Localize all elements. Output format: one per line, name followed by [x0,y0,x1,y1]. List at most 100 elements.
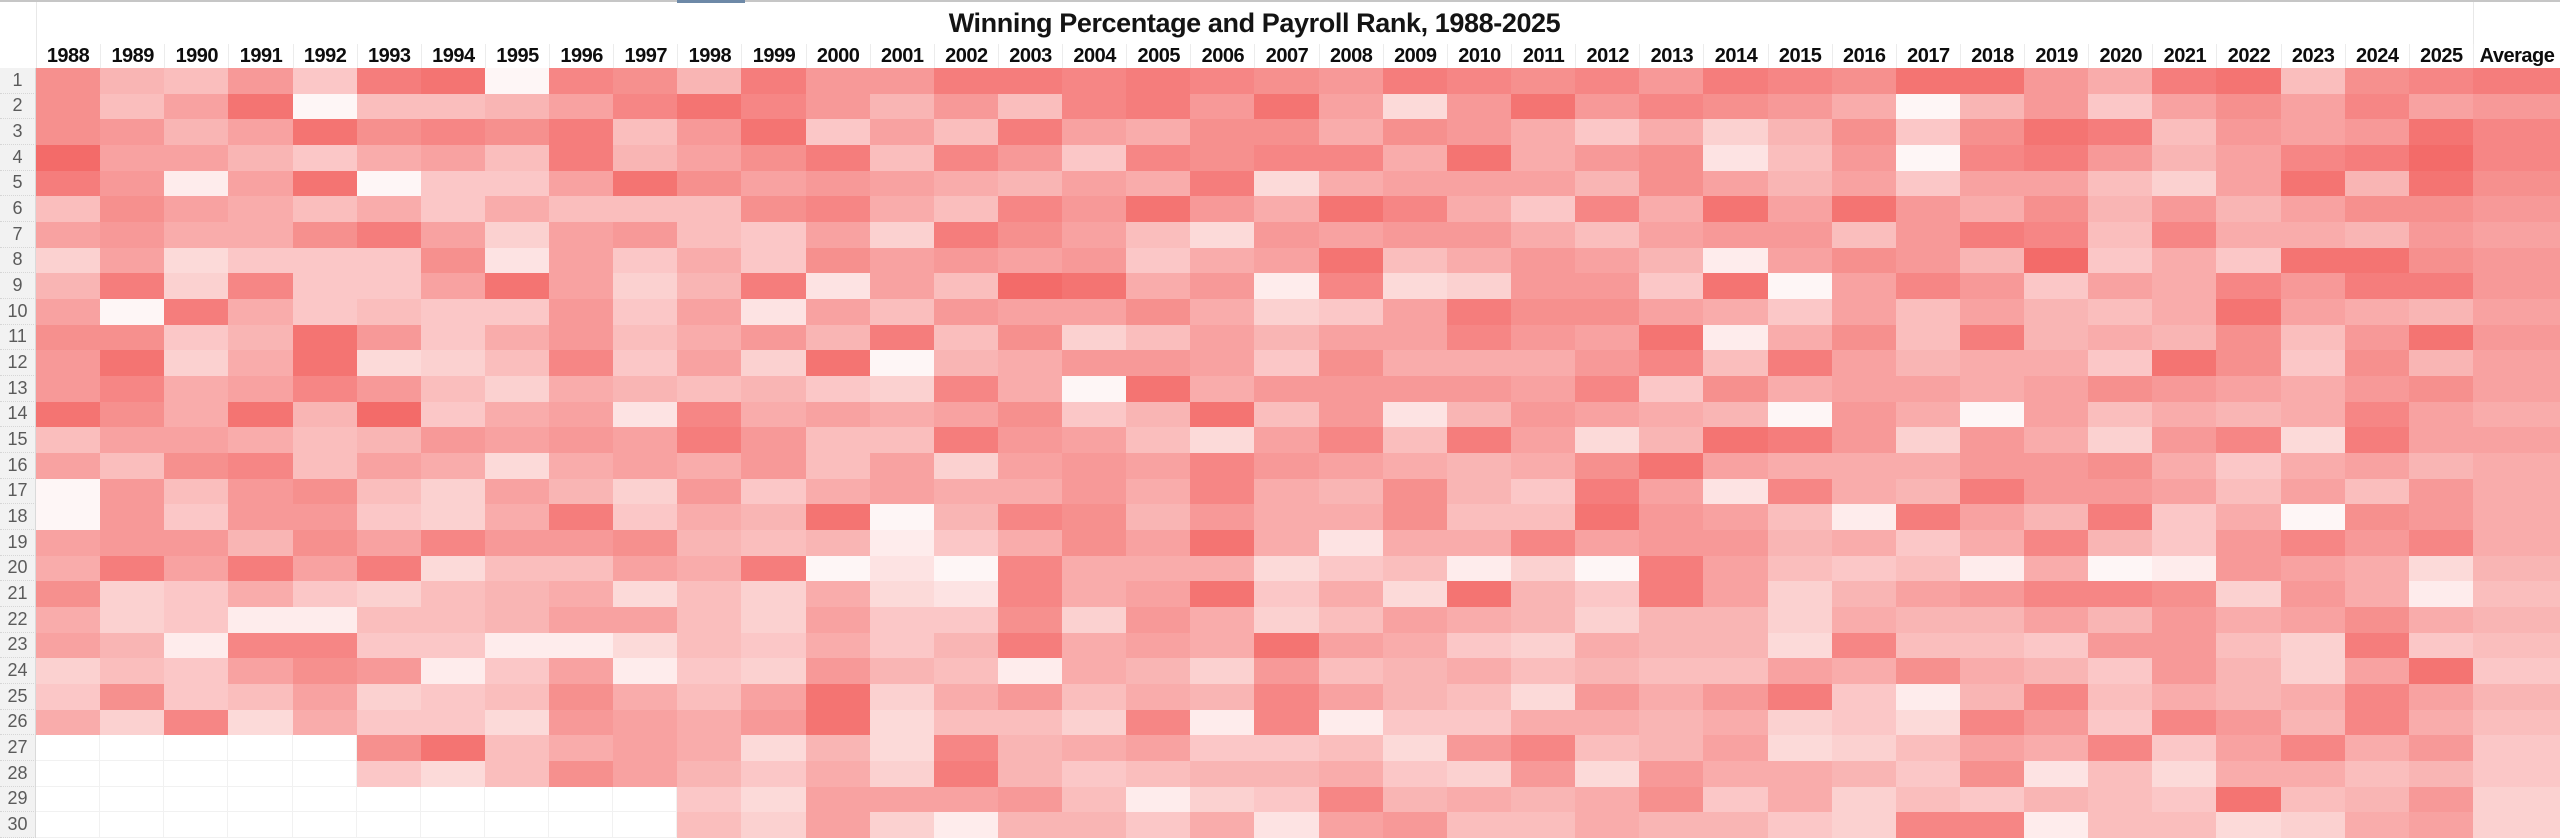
heatmap-cell-1989-rank17[interactable] [100,478,165,505]
heatmap-cell-1988-rank10[interactable] [36,298,101,325]
heatmap-cell-2025-rank14[interactable] [2408,401,2473,428]
heatmap-cell-2012-rank24[interactable] [1575,658,1640,684]
heatmap-cell-1995-rank10[interactable] [484,298,550,325]
heatmap-cell-2008-rank30[interactable] [1318,812,1383,838]
heatmap-cell-2025-rank8[interactable] [2408,247,2473,274]
heatmap-cell-1990-rank24[interactable] [164,658,229,684]
col-header-2005[interactable]: 2005 [1126,44,1190,68]
heatmap-cell-2011-rank20[interactable] [1511,555,1576,582]
heatmap-cell-2015-rank2[interactable] [1767,93,1832,120]
heatmap-cell-2025-rank3[interactable] [2408,119,2473,145]
heatmap-cell-2020-rank6[interactable] [2088,196,2153,222]
heatmap-cell-2013-rank18[interactable] [1639,504,1704,530]
heatmap-cell-2001-rank28[interactable] [869,760,934,787]
col-header-2024[interactable]: 2024 [2344,44,2409,68]
heatmap-cell-2006-rank19[interactable] [1190,529,1255,556]
heatmap-cell-2018-rank12[interactable] [1959,350,2025,376]
heatmap-cell-2011-rank11[interactable] [1511,324,1576,351]
col-header-2021[interactable]: 2021 [2152,44,2216,68]
heatmap-cell-1989-rank24[interactable] [100,658,165,684]
heatmap-cell-1998-rank7[interactable] [677,221,742,248]
heatmap-cell-2014-rank24[interactable] [1703,658,1768,684]
heatmap-cell-1990-rank1[interactable] [164,68,229,94]
heatmap-cell-1991-rank5[interactable] [228,170,293,197]
heatmap-cell-2020-rank10[interactable] [2088,298,2153,325]
heatmap-cell-2008-rank5[interactable] [1318,170,1383,197]
heatmap-cell-1994-rank6[interactable] [420,196,485,222]
heatmap-cell-1992-rank11[interactable] [292,324,357,351]
heatmap-cell-2018-rank11[interactable] [1959,324,2025,351]
heatmap-cell-average-rank7[interactable] [2472,221,2560,248]
heatmap-cell-2013-rank16[interactable] [1639,452,1704,479]
heatmap-cell-2011-rank6[interactable] [1511,196,1576,222]
heatmap-cell-1990-rank30[interactable] [164,812,229,838]
heatmap-cell-1993-rank10[interactable] [356,298,421,325]
heatmap-cell-2006-rank24[interactable] [1190,658,1255,684]
row-header-9[interactable]: 9 [0,273,36,299]
heatmap-cell-2009-rank4[interactable] [1382,144,1447,171]
heatmap-cell-2006-rank17[interactable] [1190,478,1255,505]
heatmap-cell-2006-rank18[interactable] [1190,504,1255,530]
heatmap-cell-1999-rank19[interactable] [741,529,806,556]
col-header-1990[interactable]: 1990 [164,44,228,68]
heatmap-cell-1988-rank28[interactable] [36,760,101,787]
heatmap-cell-1996-rank17[interactable] [549,478,614,505]
heatmap-cell-1998-rank16[interactable] [677,452,742,479]
heatmap-cell-2008-rank13[interactable] [1318,375,1383,402]
heatmap-cell-average-rank9[interactable] [2472,273,2560,299]
heatmap-cell-2021-rank24[interactable] [2152,658,2217,684]
heatmap-cell-2020-rank29[interactable] [2088,786,2153,813]
heatmap-cell-2015-rank11[interactable] [1767,324,1832,351]
heatmap-cell-2014-rank27[interactable] [1703,735,1768,761]
heatmap-cell-2014-rank14[interactable] [1703,401,1768,428]
heatmap-cell-average-rank1[interactable] [2472,68,2560,94]
heatmap-cell-2016-rank12[interactable] [1831,350,1896,376]
heatmap-cell-2000-rank19[interactable] [805,529,870,556]
col-header-2020[interactable]: 2020 [2088,44,2152,68]
heatmap-cell-2007-rank20[interactable] [1254,555,1319,582]
heatmap-cell-1996-rank10[interactable] [549,298,614,325]
heatmap-cell-1997-rank27[interactable] [613,735,678,761]
heatmap-cell-2016-rank14[interactable] [1831,401,1896,428]
heatmap-cell-average-rank3[interactable] [2472,119,2560,145]
heatmap-cell-1993-rank26[interactable] [356,709,421,736]
heatmap-cell-1993-rank7[interactable] [356,221,421,248]
heatmap-cell-2012-rank25[interactable] [1575,683,1640,710]
heatmap-cell-1989-rank1[interactable] [100,68,165,94]
heatmap-cell-2018-rank20[interactable] [1959,555,2025,582]
heatmap-cell-2017-rank6[interactable] [1895,196,1960,222]
heatmap-cell-2015-rank8[interactable] [1767,247,1832,274]
heatmap-cell-2009-rank18[interactable] [1382,504,1447,530]
heatmap-cell-1991-rank1[interactable] [228,68,293,94]
heatmap-cell-2021-rank22[interactable] [2152,606,2217,633]
heatmap-cell-2009-rank10[interactable] [1382,298,1447,325]
heatmap-cell-1990-rank19[interactable] [164,529,229,556]
heatmap-cell-2022-rank19[interactable] [2216,529,2281,556]
heatmap-cell-2025-rank25[interactable] [2408,683,2473,710]
heatmap-cell-2007-rank28[interactable] [1254,760,1319,787]
heatmap-cell-2005-rank23[interactable] [1126,632,1191,659]
heatmap-cell-1993-rank28[interactable] [356,760,421,787]
heatmap-cell-1993-rank21[interactable] [356,581,421,607]
heatmap-cell-2011-rank9[interactable] [1511,273,1576,299]
heatmap-cell-1995-rank16[interactable] [484,452,550,479]
heatmap-cell-1992-rank6[interactable] [292,196,357,222]
heatmap-cell-2004-rank1[interactable] [1062,68,1127,94]
heatmap-cell-1988-rank21[interactable] [36,581,101,607]
heatmap-cell-1993-rank8[interactable] [356,247,421,274]
heatmap-cell-2021-rank13[interactable] [2152,375,2217,402]
heatmap-cell-2003-rank7[interactable] [997,221,1063,248]
heatmap-cell-2023-rank26[interactable] [2280,709,2345,736]
heatmap-cell-2023-rank19[interactable] [2280,529,2345,556]
heatmap-cell-average-rank12[interactable] [2472,350,2560,376]
heatmap-cell-2006-rank30[interactable] [1190,812,1255,838]
heatmap-cell-2010-rank14[interactable] [1446,401,1512,428]
heatmap-cell-1992-rank27[interactable] [292,735,357,761]
heatmap-cell-2003-rank10[interactable] [997,298,1063,325]
heatmap-cell-2010-rank25[interactable] [1446,683,1512,710]
heatmap-cell-1991-rank27[interactable] [228,735,293,761]
heatmap-cell-1991-rank12[interactable] [228,350,293,376]
heatmap-cell-1998-rank15[interactable] [677,427,742,453]
heatmap-cell-2018-rank17[interactable] [1959,478,2025,505]
heatmap-cell-1989-rank7[interactable] [100,221,165,248]
